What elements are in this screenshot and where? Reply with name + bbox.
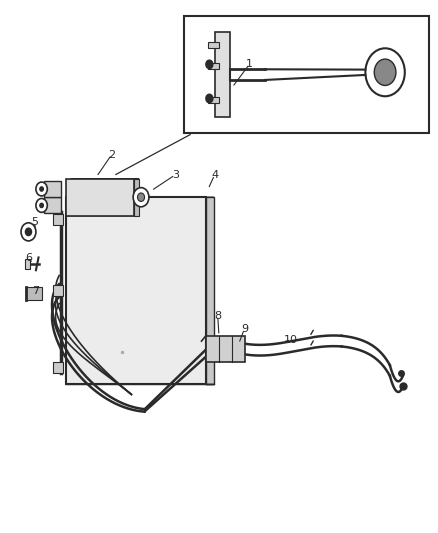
Circle shape xyxy=(374,59,396,85)
Polygon shape xyxy=(66,197,214,384)
Circle shape xyxy=(365,49,405,96)
Polygon shape xyxy=(206,197,214,384)
Circle shape xyxy=(25,228,32,236)
Bar xyxy=(66,179,134,216)
Bar xyxy=(53,362,63,373)
Polygon shape xyxy=(66,179,139,216)
Circle shape xyxy=(206,94,213,103)
Bar xyxy=(53,214,63,225)
Bar xyxy=(184,16,429,133)
Text: 8: 8 xyxy=(214,311,221,320)
Bar xyxy=(208,97,219,103)
Text: 4: 4 xyxy=(211,170,218,180)
Circle shape xyxy=(206,60,213,69)
Bar xyxy=(44,181,61,197)
Bar xyxy=(208,63,219,69)
Bar xyxy=(215,32,230,117)
Bar xyxy=(66,197,206,384)
Circle shape xyxy=(36,182,47,196)
Text: 10: 10 xyxy=(284,335,298,344)
Text: 9: 9 xyxy=(241,324,248,334)
Circle shape xyxy=(40,187,43,191)
Circle shape xyxy=(21,223,36,241)
Text: 1: 1 xyxy=(246,59,253,69)
Circle shape xyxy=(36,198,47,212)
Circle shape xyxy=(40,203,43,207)
Circle shape xyxy=(133,188,149,207)
Text: 7: 7 xyxy=(32,286,39,296)
Polygon shape xyxy=(134,179,139,216)
Circle shape xyxy=(138,193,145,201)
Text: 2: 2 xyxy=(108,150,115,159)
Bar xyxy=(44,197,61,213)
Bar xyxy=(208,42,219,48)
Bar xyxy=(206,336,245,362)
Text: 5: 5 xyxy=(32,217,39,227)
Bar xyxy=(26,287,42,300)
Bar xyxy=(53,285,63,296)
Text: 3: 3 xyxy=(172,170,179,180)
Text: 6: 6 xyxy=(25,253,32,263)
Bar xyxy=(25,259,30,269)
